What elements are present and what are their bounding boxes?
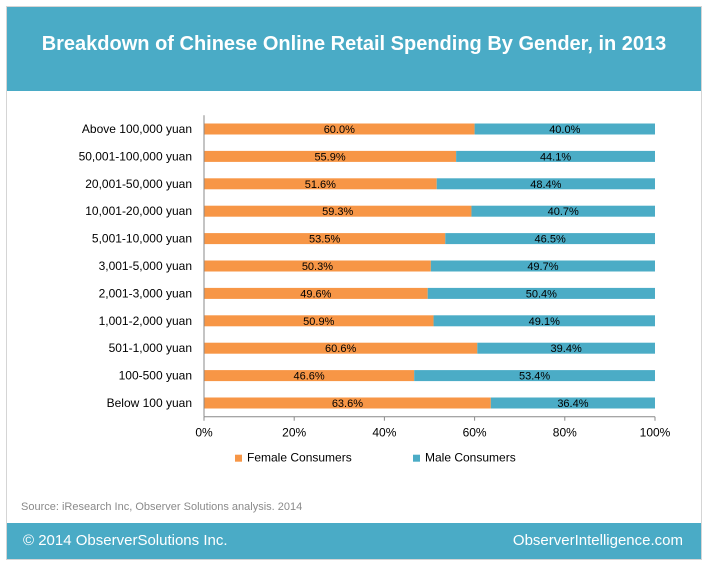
female-bar bbox=[204, 233, 446, 245]
x-tick-label: 0% bbox=[195, 426, 213, 440]
category-label: 1,001-2,000 yuan bbox=[99, 314, 192, 328]
category-label: 501-1,000 yuan bbox=[109, 341, 192, 355]
female-bar bbox=[204, 397, 491, 409]
bar-data-label: 40.0% bbox=[549, 124, 580, 136]
source-note: Source: iResearch Inc, Observer Solution… bbox=[21, 501, 303, 513]
bar-data-label: 63.6% bbox=[332, 398, 363, 410]
bar-data-label: 50.4% bbox=[526, 288, 557, 300]
female-bar bbox=[204, 123, 475, 135]
legend-female-swatch bbox=[235, 454, 242, 462]
bar-data-label: 49.6% bbox=[300, 288, 331, 300]
bar-chart: Above 100,000 yuan 60.0% 40.0% 50,001-100,0… bbox=[79, 115, 671, 465]
male-bar bbox=[445, 233, 655, 245]
bar-data-label: 50.3% bbox=[302, 261, 333, 273]
male-bar bbox=[433, 315, 655, 327]
category-label: 20,001-50,000 yuan bbox=[85, 177, 192, 191]
chart-title: Breakdown of Chinese Online Retail Spend… bbox=[41, 33, 667, 55]
female-bar bbox=[204, 178, 437, 190]
male-bar bbox=[414, 370, 655, 382]
bar-data-label: 55.9% bbox=[314, 151, 345, 163]
bar-data-label: 60.0% bbox=[324, 124, 355, 136]
category-label: Above 100,000 yuan bbox=[82, 122, 192, 136]
female-bar bbox=[204, 150, 457, 162]
bar-data-label: 51.6% bbox=[305, 179, 336, 191]
bar-data-label: 53.5% bbox=[309, 234, 340, 246]
category-label: 3,001-5,000 yuan bbox=[99, 259, 192, 273]
female-bar bbox=[204, 205, 472, 217]
male-bar bbox=[490, 397, 655, 409]
x-tick-label: 40% bbox=[372, 426, 396, 440]
site-link[interactable]: ObserverIntelligence.com bbox=[512, 532, 683, 549]
x-tick-label: 20% bbox=[282, 426, 306, 440]
bar-data-label: 53.4% bbox=[519, 371, 550, 383]
bar-data-label: 40.7% bbox=[548, 206, 579, 218]
bar-data-label: 36.4% bbox=[557, 398, 588, 410]
female-bar bbox=[204, 287, 428, 299]
bar-data-label: 48.4% bbox=[530, 179, 561, 191]
male-bar bbox=[471, 205, 655, 217]
female-bar bbox=[204, 260, 431, 272]
category-label: 2,001-3,000 yuan bbox=[99, 286, 192, 300]
male-bar bbox=[456, 150, 655, 162]
female-bar bbox=[204, 370, 415, 382]
bar-data-label: 60.6% bbox=[325, 343, 356, 355]
female-bar bbox=[204, 342, 478, 354]
x-tick-label: 100% bbox=[640, 426, 671, 440]
header-banner: Breakdown of Chinese Online Retail Spend… bbox=[7, 7, 701, 91]
male-bar bbox=[430, 260, 655, 272]
bar-data-label: 59.3% bbox=[322, 206, 353, 218]
male-bar bbox=[427, 287, 655, 299]
legend-male-label: Male Consumers bbox=[425, 451, 516, 465]
category-label: 5,001-10,000 yuan bbox=[92, 232, 192, 246]
category-label: 10,001-20,000 yuan bbox=[85, 204, 192, 218]
category-label: 50,001-100,000 yuan bbox=[79, 149, 192, 163]
bar-data-label: 44.1% bbox=[540, 151, 571, 163]
bar-data-label: 46.6% bbox=[293, 371, 324, 383]
bar-data-label: 49.7% bbox=[527, 261, 558, 273]
bar-data-label: 50.9% bbox=[303, 316, 334, 328]
male-bar bbox=[474, 123, 655, 135]
copyright-text: © 2014 ObserverSolutions Inc. bbox=[23, 532, 228, 549]
category-label: Below 100 yuan bbox=[107, 396, 192, 410]
male-bar bbox=[436, 178, 655, 190]
bar-data-label: 46.5% bbox=[535, 234, 566, 246]
x-tick-label: 60% bbox=[463, 426, 487, 440]
bar-data-label: 39.4% bbox=[551, 343, 582, 355]
category-label: 100-500 yuan bbox=[119, 369, 192, 383]
female-bar bbox=[204, 315, 434, 327]
male-bar bbox=[477, 342, 655, 354]
footer-banner: © 2014 ObserverSolutions Inc. ObserverIn… bbox=[7, 523, 701, 559]
legend-female-label: Female Consumers bbox=[247, 451, 352, 465]
bar-data-label: 49.1% bbox=[529, 316, 560, 328]
legend-male-swatch bbox=[413, 454, 420, 462]
x-tick-label: 80% bbox=[553, 426, 577, 440]
chart-frame: Breakdown of Chinese Online Retail Spend… bbox=[6, 6, 702, 560]
